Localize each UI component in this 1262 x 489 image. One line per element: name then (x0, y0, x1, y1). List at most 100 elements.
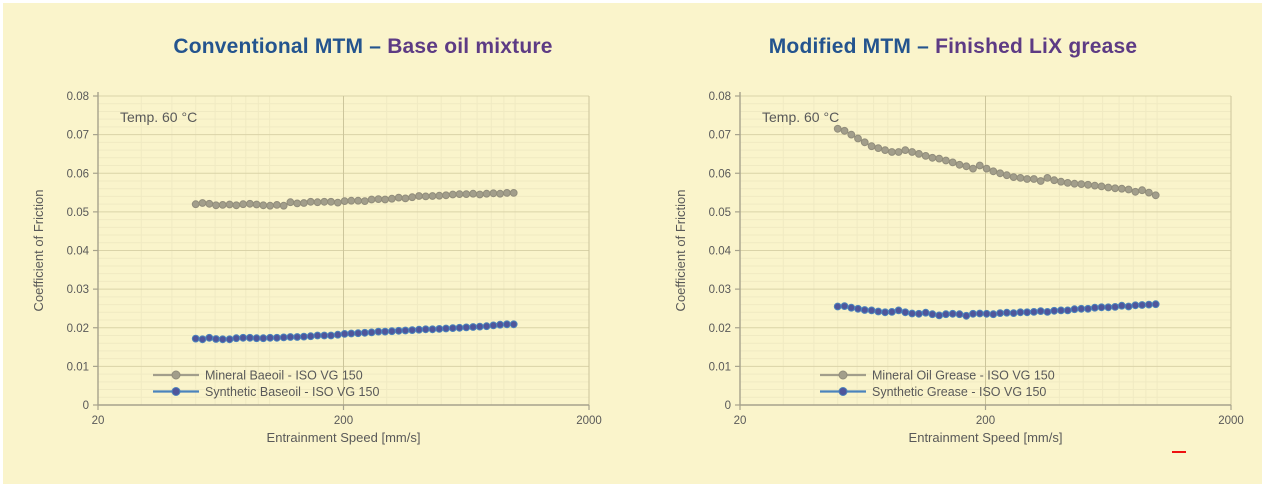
chart-conventional-mtm: 0 0.01 0.02 0.03 0.04 0.05 0.06 0.07 0.08 20 200 20… (31, 91, 602, 445)
data-point (388, 194, 396, 203)
data-point (191, 334, 200, 343)
data-point (874, 144, 883, 152)
data-point (374, 195, 383, 204)
data-point (1084, 180, 1092, 189)
data-point (1043, 308, 1052, 316)
data-point (212, 335, 220, 343)
data-point (394, 326, 403, 335)
data-point (928, 310, 937, 319)
data-point (1090, 181, 1099, 190)
data-point (273, 201, 281, 209)
data-point (218, 335, 227, 344)
data-point (1124, 185, 1133, 194)
data-point (921, 308, 930, 317)
data-point (482, 322, 491, 331)
gridlines-major (98, 95, 590, 405)
data-point (340, 197, 349, 206)
data-point (1009, 309, 1018, 318)
data-point (286, 198, 295, 207)
data-point (198, 199, 207, 207)
red-dash-mark (1172, 451, 1186, 453)
data-point (1151, 191, 1160, 200)
data-point (482, 189, 491, 198)
data-point (300, 199, 308, 207)
chart-text: 0.08 (709, 91, 731, 103)
data-point (246, 333, 254, 342)
data-point (232, 201, 241, 210)
data-point (225, 335, 234, 344)
data-point (239, 200, 248, 209)
legend-marker-sample (838, 370, 848, 380)
data-point (860, 138, 869, 147)
data-point (928, 153, 937, 162)
chart-text: 0.05 (709, 207, 731, 219)
data-point (273, 333, 281, 342)
series-synthetic (833, 300, 1160, 320)
data-point (293, 199, 302, 208)
data-point (388, 327, 396, 336)
data-point (313, 331, 322, 340)
legend: Mineral Baeoil - ISO VG 150 Synthetic Bas… (153, 369, 379, 399)
chart-title-conventional: Conventional MTM – Base oil mixture (113, 35, 613, 59)
data-point (969, 309, 977, 318)
data-point (1117, 184, 1126, 193)
data-point (300, 332, 308, 341)
data-point (1138, 186, 1147, 195)
data-point (888, 308, 896, 316)
data-point (428, 325, 437, 334)
data-point (1131, 301, 1140, 310)
axes (735, 92, 1232, 410)
data-point (503, 189, 511, 197)
chart-text: 0.05 (67, 207, 89, 219)
data-point (1057, 177, 1065, 186)
chart-title-part2: Base oil mixture (387, 35, 553, 58)
data-point (266, 201, 275, 210)
series-mineral (833, 124, 1160, 200)
data-point (320, 331, 329, 340)
data-point (401, 194, 410, 203)
data-point (915, 150, 923, 158)
data-point (455, 323, 464, 332)
data-point (327, 197, 335, 206)
gridlines-major (740, 95, 1232, 405)
data-point (401, 326, 410, 335)
data-point (232, 334, 241, 343)
legend-label: Synthetic Grease - ISO VG 150 (872, 385, 1046, 399)
data-point (354, 196, 363, 205)
data-point (252, 200, 261, 209)
data-point (448, 324, 457, 333)
data-point (989, 310, 998, 319)
data-point (496, 189, 505, 198)
chart-text: 2000 (576, 415, 602, 427)
data-point (394, 193, 403, 202)
data-point (888, 148, 896, 156)
data-point (1104, 303, 1113, 312)
data-point (469, 189, 478, 198)
legend-label: Mineral Oil Grease - ISO VG 150 (872, 369, 1055, 383)
data-point (259, 334, 268, 343)
chart-text: 0.06 (67, 168, 89, 180)
data-point (279, 201, 288, 210)
data-point (874, 307, 883, 316)
data-point (489, 321, 498, 330)
data-point (333, 198, 342, 207)
slide-background: Conventional MTM – Base oil mixture 0 0.0… (3, 3, 1262, 484)
chart-text: 0.07 (67, 130, 89, 142)
data-point (462, 323, 471, 332)
series-synthetic (191, 320, 518, 344)
data-point (421, 192, 430, 201)
data-point (354, 329, 363, 338)
chart-text: 0.04 (709, 246, 732, 258)
data-point (860, 306, 869, 314)
chart-text: 20 (734, 415, 747, 427)
chart-text: 0.03 (67, 284, 89, 296)
data-point (908, 309, 917, 318)
data-point (908, 148, 917, 156)
data-point (1036, 307, 1045, 316)
data-point (455, 190, 464, 198)
data-point (1077, 180, 1086, 188)
data-point (286, 333, 295, 341)
data-point (867, 142, 876, 151)
chart-text: 2000 (1218, 415, 1244, 427)
data-point (415, 192, 423, 200)
